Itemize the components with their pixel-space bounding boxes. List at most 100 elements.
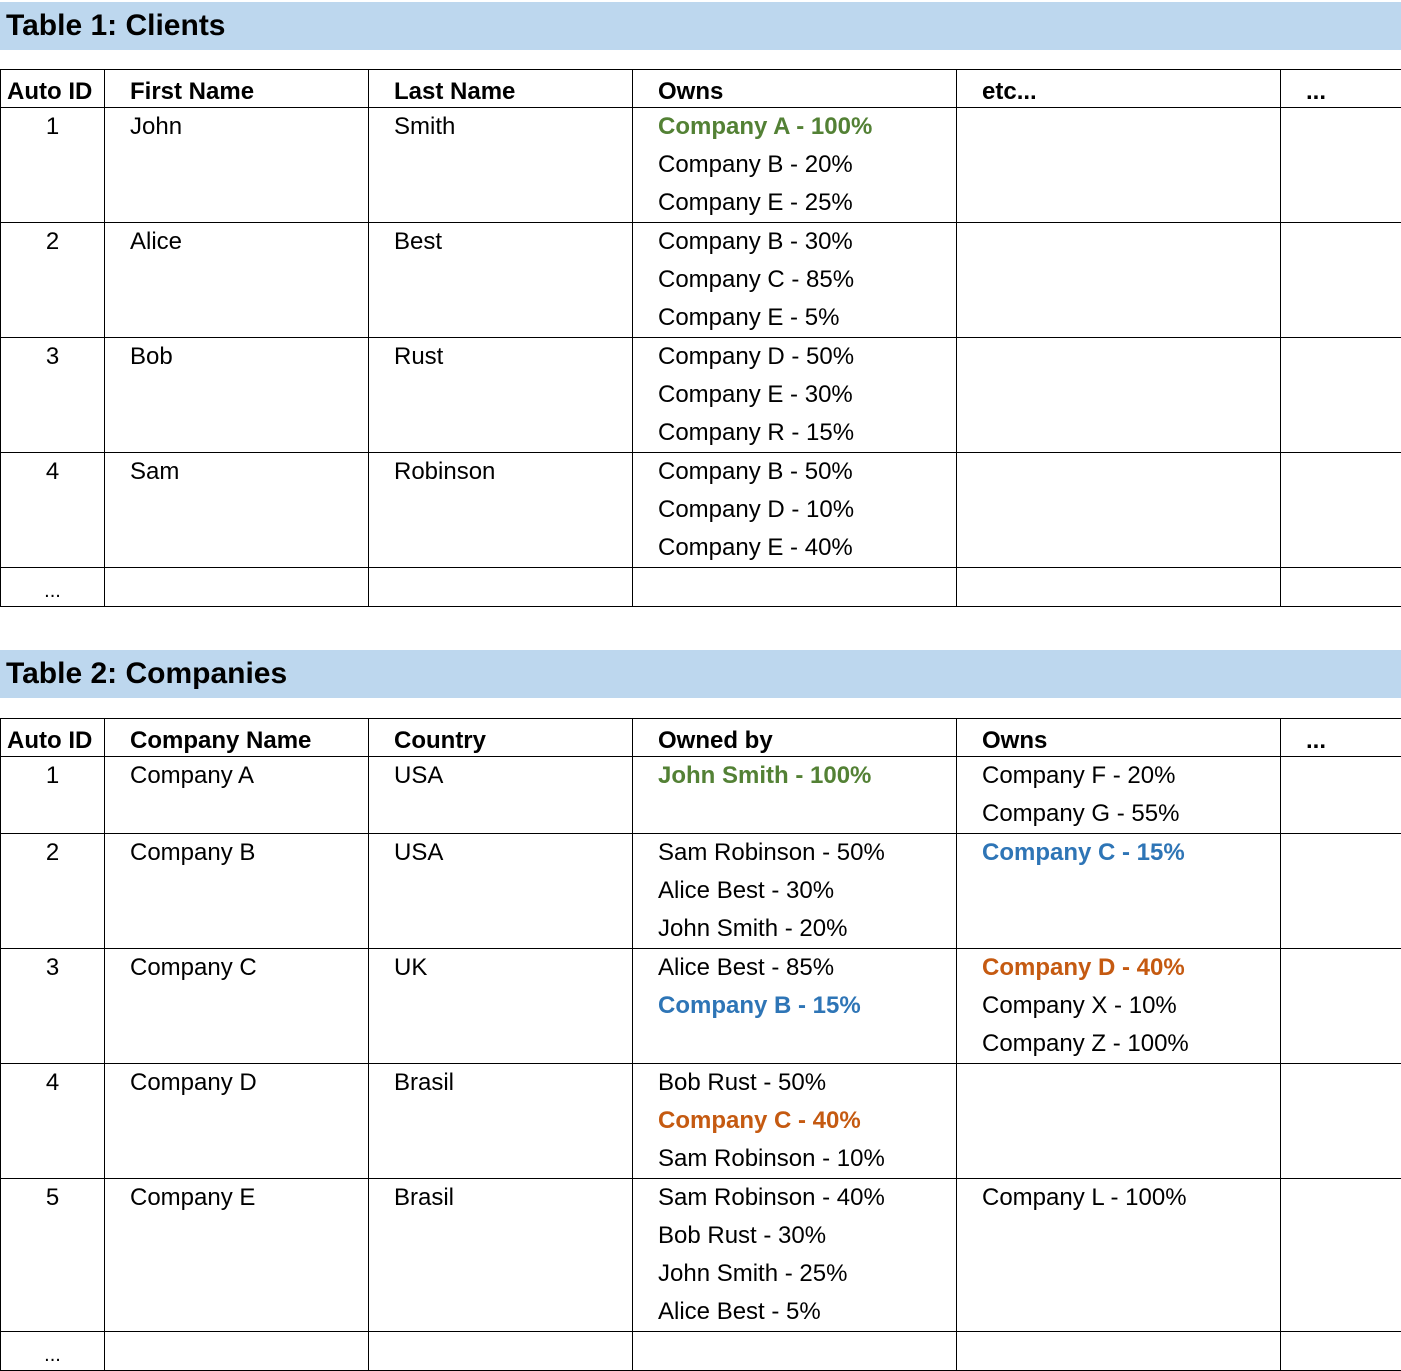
cell-first-name: Alice (105, 223, 369, 338)
cell-owned-by: Sam Robinson - 40%Bob Rust - 30%John Smi… (633, 1179, 957, 1332)
cell-last-name: Robinson (369, 453, 633, 568)
ownership-entry: Company A - 100% (658, 108, 956, 146)
country-value: Brasil (394, 1064, 632, 1102)
header-first-name: First Name (105, 70, 369, 108)
ownership-entry: Company E - 25% (658, 184, 956, 222)
cell-country: USA (369, 757, 633, 834)
cell-company-name: Company A (105, 757, 369, 834)
header-etc: etc... (957, 70, 1281, 108)
cell-etc (957, 453, 1281, 568)
auto-id-value: 5 (1, 1179, 104, 1217)
ownership-entry: Company D - 50% (658, 338, 956, 376)
cell-more (1281, 949, 1401, 1064)
last-name-value: Robinson (394, 453, 632, 491)
owner-entry: Sam Robinson - 50% (658, 834, 956, 872)
cell-etc (957, 223, 1281, 338)
owner-entry: Company C - 40% (658, 1102, 956, 1140)
cell-company-name: Company C (105, 949, 369, 1064)
company-name-value: Company E (130, 1179, 368, 1217)
cell-owned-by: John Smith - 100% (633, 757, 957, 834)
first-name-value: John (130, 108, 368, 146)
auto-id-value: 1 (1, 757, 104, 795)
table1-title: Table 1: Clients (0, 2, 1401, 50)
company-name-value: Company A (130, 757, 368, 795)
auto-id-value: 3 (1, 338, 104, 376)
last-name-value: Rust (394, 338, 632, 376)
header-owns: Owns (633, 70, 957, 108)
owner-entry: Bob Rust - 50% (658, 1064, 956, 1102)
owner-entry: Bob Rust - 30% (658, 1217, 956, 1255)
company-name-value: Company B (130, 834, 368, 872)
cell-more (1281, 1179, 1401, 1332)
owner-entry: Alice Best - 30% (658, 872, 956, 910)
empty-cell (957, 568, 1281, 607)
header-country: Country (369, 719, 633, 757)
ownership-entry: Company B - 20% (658, 146, 956, 184)
auto-id-value: 1 (1, 108, 104, 146)
empty-cell (369, 568, 633, 607)
ownership-entry: Company D - 40% (982, 949, 1280, 987)
empty-cell (633, 568, 957, 607)
cell-auto-id: 2 (1, 223, 105, 338)
ownership-entry: Company C - 85% (658, 261, 956, 299)
cell-auto-id: 1 (1, 757, 105, 834)
clients-table: Auto ID First Name Last Name Owns etc...… (0, 69, 1401, 607)
company-name-value: Company C (130, 949, 368, 987)
cell-country: UK (369, 949, 633, 1064)
first-name-value: Sam (130, 453, 368, 491)
ownership-entry: Company E - 30% (658, 376, 956, 414)
last-name-value: Smith (394, 108, 632, 146)
cell-first-name: Bob (105, 338, 369, 453)
cell-owns: Company B - 30%Company C - 85%Company E … (633, 223, 957, 338)
owner-entry: John Smith - 100% (658, 757, 956, 795)
ownership-entry: Company C - 15% (982, 834, 1280, 872)
cell-first-name: Sam (105, 453, 369, 568)
table-row-ellipsis: ... (1, 568, 1401, 607)
cell-country: Brasil (369, 1179, 633, 1332)
header-more: ... (1281, 719, 1401, 757)
cell-more (1281, 757, 1401, 834)
cell-owned-by: Alice Best - 85%Company B - 15% (633, 949, 957, 1064)
cell-owns (957, 1064, 1281, 1179)
ownership-entry: Company E - 5% (658, 299, 956, 337)
auto-id-value: 4 (1, 453, 104, 491)
ellipsis-text: ... (1, 568, 104, 606)
ellipsis-text: ... (1, 1332, 104, 1370)
owner-entry: Company B - 15% (658, 987, 956, 1025)
cell-owns: Company L - 100% (957, 1179, 1281, 1332)
cell-country: USA (369, 834, 633, 949)
first-name-value: Bob (130, 338, 368, 376)
auto-id-value: 2 (1, 223, 104, 261)
cell-country: Brasil (369, 1064, 633, 1179)
cell-more (1281, 453, 1401, 568)
cell-auto-id: 3 (1, 338, 105, 453)
ownership-entry: Company G - 55% (982, 795, 1280, 833)
auto-id-value: 4 (1, 1064, 104, 1102)
cell-etc (957, 338, 1281, 453)
empty-cell (1281, 568, 1401, 607)
owner-entry: John Smith - 20% (658, 910, 956, 948)
owner-entry: Alice Best - 85% (658, 949, 956, 987)
cell-owns: Company F - 20%Company G - 55% (957, 757, 1281, 834)
ownership-entry: Company F - 20% (982, 757, 1280, 795)
table2-title: Table 2: Companies (0, 650, 1401, 698)
first-name-value: Alice (130, 223, 368, 261)
cell-owns: Company B - 50%Company D - 10%Company E … (633, 453, 957, 568)
cell-company-name: Company E (105, 1179, 369, 1332)
header-owned-by: Owned by (633, 719, 957, 757)
header-auto-id: Auto ID (1, 719, 105, 757)
cell-company-name: Company D (105, 1064, 369, 1179)
ownership-entry: Company X - 10% (982, 987, 1280, 1025)
cell-ellipsis: ... (1, 568, 105, 607)
cell-owns: Company D - 40%Company X - 10%Company Z … (957, 949, 1281, 1064)
header-auto-id: Auto ID (1, 70, 105, 108)
cell-more (1281, 338, 1401, 453)
owner-entry: Sam Robinson - 40% (658, 1179, 956, 1217)
